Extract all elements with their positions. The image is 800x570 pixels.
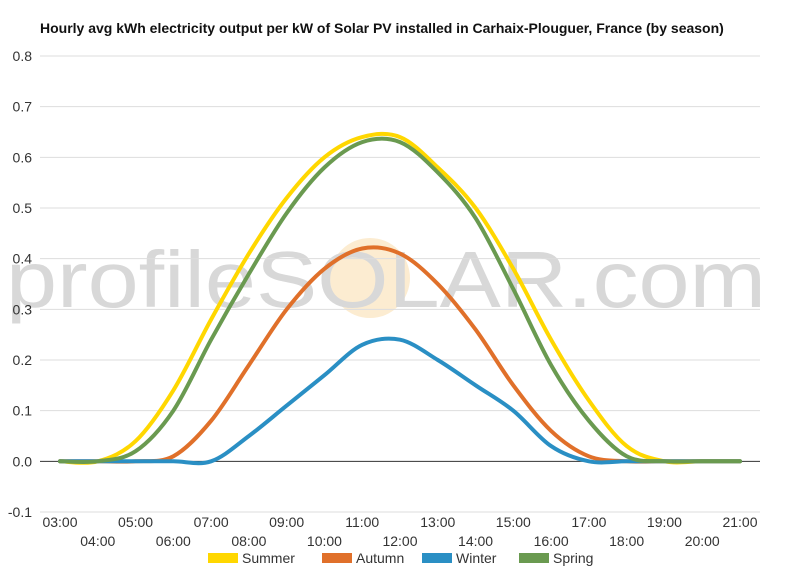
y-axis-ticks: 0.8 0.7 0.6 0.5 0.4 0.3 0.2 0.1 0.0 -0.1 bbox=[8, 48, 32, 520]
x-tick-label: 15:00 bbox=[496, 514, 531, 530]
x-tick-label: 12:00 bbox=[382, 533, 417, 549]
x-tick-label: 10:00 bbox=[307, 533, 342, 549]
x-tick-label: 14:00 bbox=[458, 533, 493, 549]
y-tick-label: 0.5 bbox=[13, 200, 33, 216]
watermark-sun bbox=[330, 238, 410, 318]
x-tick-label: 08:00 bbox=[231, 533, 266, 549]
legend: Summer Autumn Winter Spring bbox=[208, 550, 593, 566]
series-line-winter bbox=[58, 336, 742, 466]
series-lines bbox=[58, 131, 742, 466]
x-tick-label: 07:00 bbox=[194, 514, 229, 530]
x-tick-label: 16:00 bbox=[534, 533, 569, 549]
x-tick-label: 11:00 bbox=[345, 514, 379, 530]
legend-swatch bbox=[322, 553, 352, 563]
legend-label: Winter bbox=[456, 550, 497, 566]
y-tick-label: 0.6 bbox=[13, 149, 33, 165]
x-tick-label: 05:00 bbox=[118, 514, 153, 530]
x-tick-label: 18:00 bbox=[609, 533, 644, 549]
x-axis-ticks: 03:0004:0005:0006:0007:0008:0009:0010:00… bbox=[42, 514, 757, 549]
legend-item-winter[interactable]: Winter bbox=[422, 550, 497, 566]
legend-label: Summer bbox=[242, 550, 295, 566]
x-tick-label: 21:00 bbox=[722, 514, 757, 530]
series-line-summer bbox=[58, 131, 742, 465]
series-line-spring bbox=[58, 136, 742, 465]
legend-label: Autumn bbox=[356, 550, 404, 566]
x-tick-label: 17:00 bbox=[571, 514, 606, 530]
legend-swatch bbox=[208, 553, 238, 563]
x-tick-label: 03:00 bbox=[42, 514, 77, 530]
x-tick-label: 13:00 bbox=[420, 514, 455, 530]
legend-label: Spring bbox=[553, 550, 593, 566]
y-tick-label: 0.3 bbox=[13, 301, 33, 317]
legend-item-autumn[interactable]: Autumn bbox=[322, 550, 404, 566]
y-tick-label: 0.4 bbox=[13, 251, 33, 267]
x-tick-label: 06:00 bbox=[156, 533, 191, 549]
y-tick-label: -0.1 bbox=[8, 504, 32, 520]
y-tick-label: 0.7 bbox=[13, 99, 33, 115]
chart-title: Hourly avg kWh electricity output per kW… bbox=[40, 20, 724, 36]
y-tick-label: 0.2 bbox=[13, 352, 33, 368]
x-tick-label: 19:00 bbox=[647, 514, 682, 530]
legend-item-spring[interactable]: Spring bbox=[519, 550, 593, 566]
x-tick-label: 09:00 bbox=[269, 514, 304, 530]
y-tick-label: 0.8 bbox=[13, 48, 33, 64]
x-tick-label: 04:00 bbox=[80, 533, 115, 549]
x-tick-label: 20:00 bbox=[685, 533, 720, 549]
y-tick-label: 0.1 bbox=[13, 403, 33, 419]
legend-swatch bbox=[422, 553, 452, 563]
legend-swatch bbox=[519, 553, 549, 563]
legend-item-summer[interactable]: Summer bbox=[208, 550, 295, 566]
y-tick-label: 0.0 bbox=[13, 453, 33, 469]
